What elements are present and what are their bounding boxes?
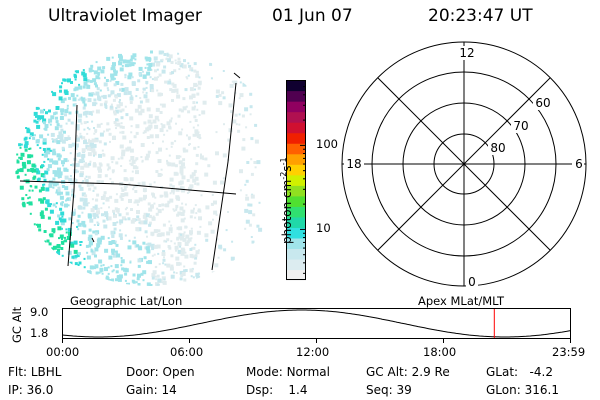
timeline-x-tick-label: 12:00 <box>296 345 330 359</box>
colorbar-unit-label: photon cm-2s-1 <box>279 157 294 244</box>
polar-label-left: 18 <box>346 157 361 171</box>
polar-ring-label-60: 60 <box>535 96 550 110</box>
latlon-line <box>67 104 78 267</box>
polar-ring-label-80: 80 <box>490 141 505 155</box>
instrument-title: Ultraviolet Imager <box>48 6 202 26</box>
gc-alt-info: GC Alt: 2.9 Re <box>366 365 450 379</box>
colorbar-segment <box>286 206 306 218</box>
colorbar-segment <box>286 90 306 102</box>
apex-label: Apex MLat/MLT <box>418 294 505 308</box>
glon-info: GLon: 316.1 <box>486 383 559 397</box>
colorbar-segment <box>286 164 306 176</box>
polar-label-top: 12 <box>459 46 474 60</box>
filter-info: Flt: LBHL <box>8 365 62 379</box>
gain-info: Gain: 14 <box>126 383 177 397</box>
color-scale-bar <box>286 80 306 281</box>
colorbar-segment <box>286 132 306 144</box>
unit-exponent: -1 <box>279 157 288 166</box>
polar-ring-label-70: 70 <box>513 119 528 133</box>
emission-speckles <box>15 50 263 286</box>
colorbar-segment <box>286 174 306 186</box>
latlon-line <box>91 237 95 243</box>
glat-info: GLat: -4.2 <box>486 365 553 379</box>
sequence-info: Seq: 39 <box>366 383 412 397</box>
colorbar-segment <box>286 101 306 113</box>
polar-label-right: 6 <box>575 157 583 171</box>
timeline-y-max: 9.0 <box>30 305 49 319</box>
colorbar-segment <box>286 143 306 155</box>
altitude-timeline <box>62 308 571 343</box>
colorbar-segment <box>286 237 306 250</box>
colorbar-segment <box>286 195 306 207</box>
colorbar-tick-label: 100 <box>316 137 338 152</box>
geographic-label: Geographic Lat/Lon <box>70 294 183 308</box>
latlon-line <box>19 180 237 195</box>
colorbar-segment <box>286 185 306 197</box>
timeline-x-tick-label: 06:00 <box>170 345 204 359</box>
colorbar-segment <box>286 80 306 92</box>
polar-grid: 12 18 6 0 60 70 80 <box>341 41 587 289</box>
ip-info: IP: 36.0 <box>8 383 54 397</box>
image-date: 01 Jun 07 <box>272 6 353 26</box>
timeline-x-tick-label: 18:00 <box>423 345 457 359</box>
colorbar-segment <box>286 248 306 260</box>
colorbar-tick-label: 10 <box>316 221 331 236</box>
latlon-line <box>233 72 241 79</box>
polar-label-bottom: 0 <box>468 275 476 289</box>
timeline-x-tick-label: 00:00 <box>46 345 80 359</box>
unit-exponent: -2 <box>279 171 288 180</box>
colorbar-segment <box>286 216 306 228</box>
earth-uv-image <box>15 50 263 286</box>
colorbar-segment <box>286 111 306 123</box>
timeline-y-axis-label: GC Alt <box>10 306 24 343</box>
timeline-y-min: 1.8 <box>30 326 49 340</box>
colorbar-segment <box>286 153 306 165</box>
image-time: 20:23:47 UT <box>428 6 533 26</box>
dsp-info: Dsp: 1.4 <box>246 383 308 397</box>
altitude-curve <box>62 309 571 338</box>
colorbar-segment <box>286 258 306 271</box>
timeline-x-tick-label: 23:59 <box>552 345 586 359</box>
mode-info: Mode: Normal <box>246 365 330 379</box>
unit-text: photon cm <box>280 179 294 244</box>
door-info: Door: Open <box>126 365 195 379</box>
colorbar-segment <box>286 227 306 239</box>
unit-text: s <box>280 165 294 172</box>
colorbar-segment <box>286 122 306 134</box>
colorbar-segment <box>286 269 306 281</box>
latlon-line <box>211 82 237 271</box>
